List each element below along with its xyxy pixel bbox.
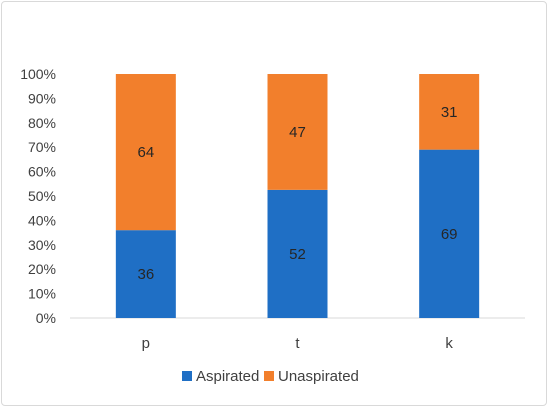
data-label: 69 xyxy=(441,226,458,243)
bar-unaspirated-p xyxy=(115,74,176,231)
data-label: 64 xyxy=(137,144,154,161)
legend-swatch-unaspirated xyxy=(264,371,274,381)
data-label: 36 xyxy=(137,266,154,283)
y-tick-label: 40% xyxy=(28,212,56,228)
y-tick-label: 100% xyxy=(20,66,56,82)
x-tick-label: t xyxy=(295,335,300,352)
bar-unaspirated-t xyxy=(267,74,328,190)
bar-unaspirated-k xyxy=(419,74,480,150)
y-tick-label: 20% xyxy=(28,261,56,277)
y-tick-label: 80% xyxy=(28,115,56,131)
bar-aspirated-t xyxy=(267,189,328,318)
legend-swatch-aspirated xyxy=(182,371,192,381)
bars: 36 64 52 47 69 31 xyxy=(115,74,480,318)
data-label: 52 xyxy=(289,246,306,263)
y-tick-label: 60% xyxy=(28,164,56,180)
bar-aspirated-p xyxy=(115,230,176,318)
legend-label-aspirated: Aspirated xyxy=(196,368,259,385)
y-axis-ticks: 0% 10% 20% 30% 40% 50% 60% 70% 80% 90% 100% xyxy=(20,66,56,326)
x-tick-label: k xyxy=(445,335,453,352)
data-label: 31 xyxy=(441,104,458,121)
y-tick-label: 70% xyxy=(28,139,56,155)
bar-aspirated-k xyxy=(419,149,480,318)
legend: Aspirated Unaspirated xyxy=(182,368,359,385)
y-tick-label: 10% xyxy=(28,286,56,302)
y-tick-label: 30% xyxy=(28,237,56,253)
y-tick-label: 90% xyxy=(28,90,56,106)
x-tick-label: p xyxy=(142,335,150,352)
y-tick-label: 0% xyxy=(36,310,56,326)
data-label: 47 xyxy=(289,124,306,141)
legend-label-unaspirated: Unaspirated xyxy=(278,368,359,385)
y-tick-label: 50% xyxy=(28,188,56,204)
